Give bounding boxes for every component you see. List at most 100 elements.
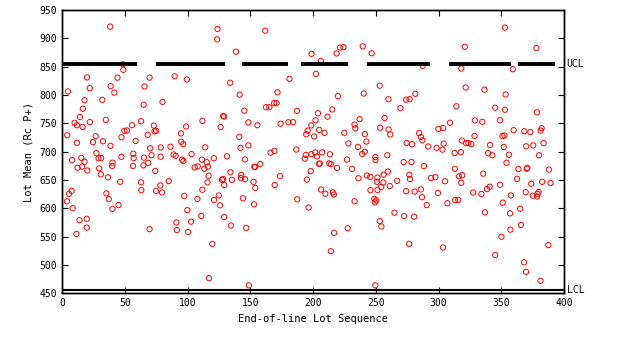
Point xyxy=(200,145,210,150)
Point xyxy=(451,103,461,109)
Point xyxy=(383,153,392,158)
Point xyxy=(252,123,262,128)
Point xyxy=(373,175,383,180)
Point xyxy=(534,189,544,195)
Point xyxy=(218,176,228,182)
Point xyxy=(515,206,525,211)
Point xyxy=(376,224,386,229)
Point xyxy=(404,172,414,178)
Point xyxy=(333,93,343,99)
Point xyxy=(433,126,443,131)
Point xyxy=(255,161,265,167)
Point xyxy=(71,231,81,237)
Point xyxy=(499,144,509,150)
Point xyxy=(457,138,467,143)
Point xyxy=(183,229,193,235)
Point xyxy=(311,118,321,123)
Point xyxy=(197,118,207,124)
Point xyxy=(265,104,275,110)
Point xyxy=(357,151,367,157)
Point xyxy=(417,194,427,200)
Point xyxy=(342,157,352,162)
Point xyxy=(128,151,138,156)
Point xyxy=(283,120,293,125)
Point xyxy=(139,155,149,160)
Point xyxy=(314,127,324,132)
Point xyxy=(88,140,98,145)
Point xyxy=(536,125,546,131)
Point xyxy=(306,123,316,128)
Point xyxy=(73,165,82,171)
Point xyxy=(389,210,399,215)
Point xyxy=(326,248,336,254)
Point xyxy=(327,107,337,112)
Point xyxy=(306,51,316,57)
Point xyxy=(288,119,298,125)
Point xyxy=(378,180,388,185)
Point xyxy=(204,275,214,281)
Point xyxy=(207,241,217,247)
Y-axis label: Lot Mean (Rc P+): Lot Mean (Rc P+) xyxy=(24,102,34,202)
Point xyxy=(240,157,250,162)
Point xyxy=(454,174,464,179)
Point xyxy=(105,24,115,29)
Point xyxy=(521,166,531,172)
Point xyxy=(69,120,79,125)
Point xyxy=(62,132,72,138)
Point xyxy=(304,205,314,210)
Point xyxy=(332,165,342,171)
Point xyxy=(536,278,546,283)
Point xyxy=(310,150,320,155)
Point xyxy=(172,227,182,233)
Point xyxy=(107,163,117,168)
Point xyxy=(456,150,466,155)
Point xyxy=(68,206,78,211)
Point xyxy=(285,76,294,82)
Point xyxy=(219,214,229,220)
Point xyxy=(432,145,441,151)
Point xyxy=(490,252,500,258)
Point xyxy=(372,179,382,184)
Point xyxy=(301,152,311,158)
Point xyxy=(521,189,531,195)
Point xyxy=(384,127,394,132)
Point xyxy=(321,191,330,196)
Point xyxy=(508,66,518,72)
Point xyxy=(127,122,137,128)
Point xyxy=(392,178,402,184)
Point xyxy=(360,149,370,155)
Point xyxy=(306,168,316,174)
Point xyxy=(370,200,380,205)
Point xyxy=(521,144,531,149)
Point xyxy=(117,154,126,159)
Point xyxy=(265,150,275,155)
Point xyxy=(401,188,411,194)
Point xyxy=(112,75,122,80)
Point xyxy=(329,192,339,197)
Point xyxy=(85,86,95,91)
Point xyxy=(500,107,510,113)
Point xyxy=(209,155,219,161)
Point xyxy=(122,128,132,133)
Point xyxy=(179,142,188,147)
Point xyxy=(75,114,85,120)
Point xyxy=(63,89,73,94)
Point xyxy=(504,152,514,157)
Point xyxy=(225,80,235,86)
Point xyxy=(217,177,227,183)
Point xyxy=(319,130,329,135)
Point xyxy=(383,169,393,174)
Point xyxy=(79,159,89,164)
Point xyxy=(519,259,529,265)
Point xyxy=(146,153,156,158)
Point xyxy=(537,179,547,184)
Point xyxy=(498,200,508,205)
Point xyxy=(238,195,248,201)
Point xyxy=(463,140,473,146)
Point xyxy=(204,173,214,178)
Point xyxy=(350,198,360,204)
Point xyxy=(227,177,237,183)
Point xyxy=(502,160,512,165)
Point xyxy=(316,58,326,64)
Point xyxy=(482,186,492,192)
